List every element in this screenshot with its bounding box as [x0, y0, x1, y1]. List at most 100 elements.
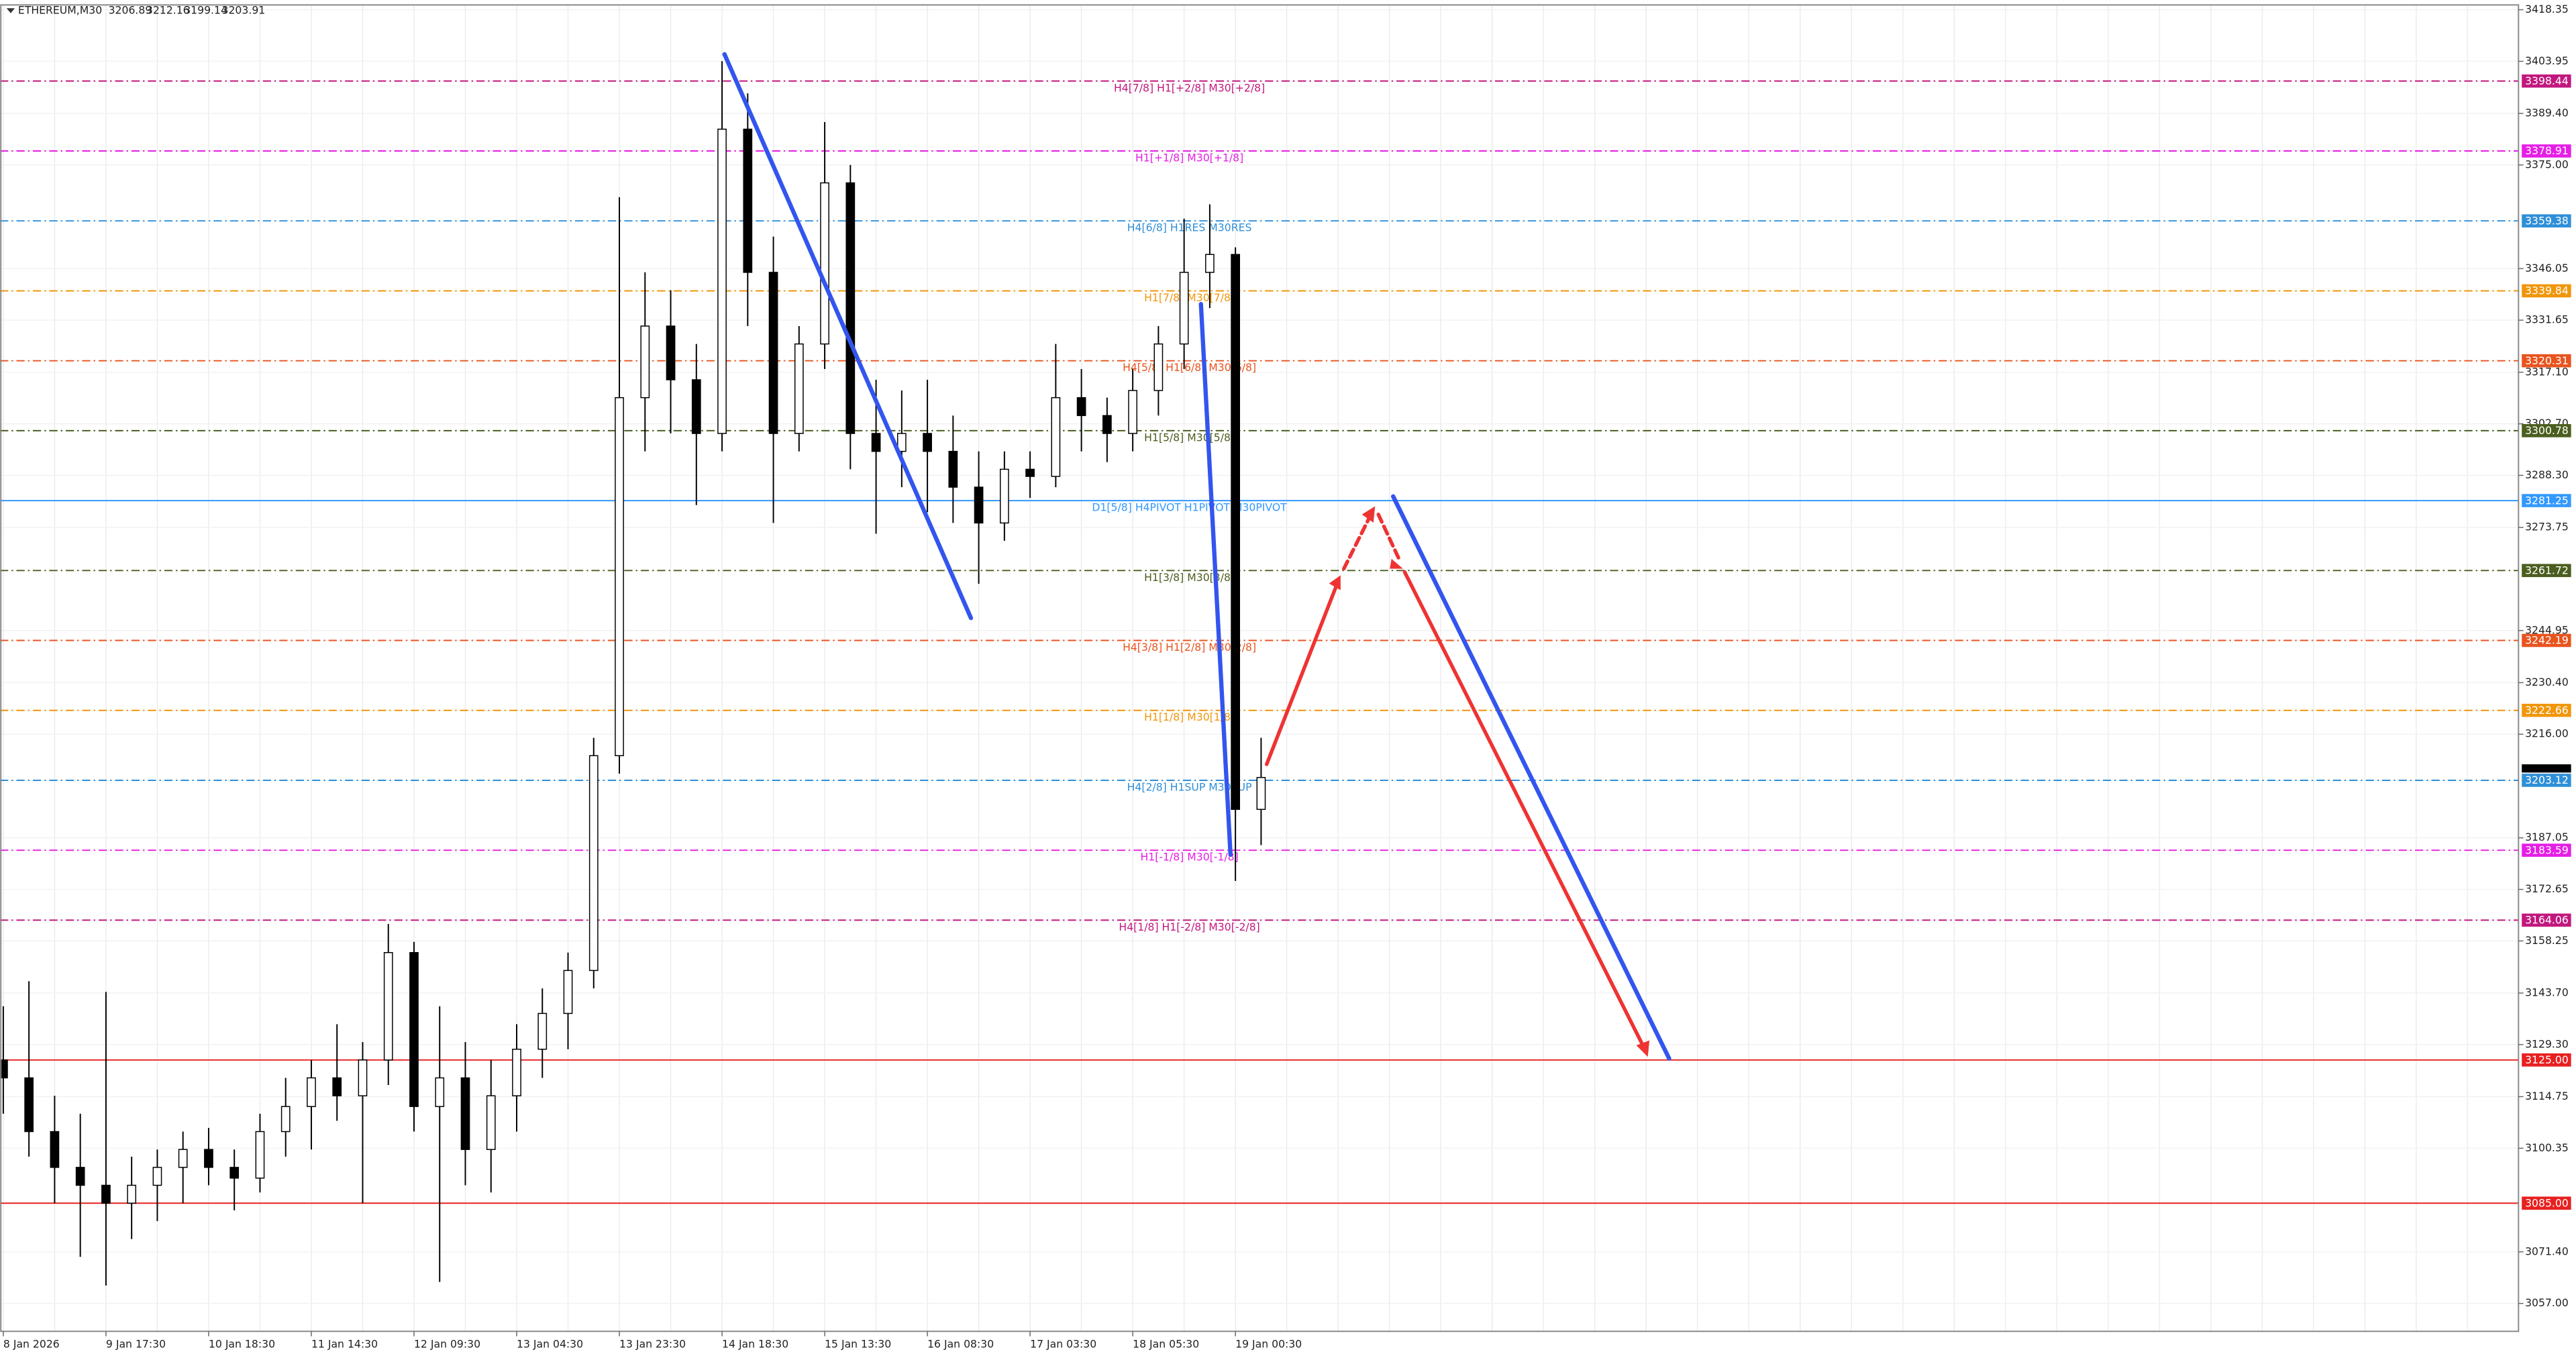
- level-label: D1[5/8] H4PIVOT H1PIVOT M30PIVOT: [1092, 501, 1287, 514]
- candle-body: [24, 1077, 34, 1133]
- price-tag: [2522, 703, 2571, 717]
- price-tag-label: 3281.25: [2525, 494, 2569, 507]
- axis: 8 Jan 2026 9 Jan 17:30 10 Jan 18:30 11 Jan …: [3, 3, 2571, 1350]
- y-tick-label: 3100.35: [2525, 1141, 2569, 1154]
- candle-body: [974, 486, 984, 524]
- level-label: H4[7/8] H1[+2/8] M30[+2/8]: [1114, 81, 1265, 94]
- ohlc-value: 3206.89: [109, 3, 152, 16]
- candle-body: [255, 1131, 265, 1179]
- menu-arrow: [6, 8, 15, 13]
- level-label: H4[3/8] H1[2/8] M30[2/8]: [1123, 641, 1256, 654]
- y-tick-label: 3389.40: [2525, 107, 2569, 119]
- x-tick-label: 16 Jan 08:30: [927, 1337, 994, 1350]
- candle-body: [1256, 777, 1266, 811]
- price-tag: [2522, 74, 2571, 88]
- y-tick-label: 3403.95: [2525, 54, 2569, 67]
- candle-body: [512, 1049, 521, 1096]
- candle-body: [435, 1077, 445, 1107]
- level-label: H4[2/8] H1SUP M30SUP: [1127, 780, 1252, 793]
- candle-body: [794, 343, 804, 434]
- y-tick-label: 3346.05: [2525, 262, 2569, 274]
- y-tick-label: 3114.75: [2525, 1090, 2569, 1102]
- price-tag-label: 3242.19: [2525, 634, 2569, 647]
- y-tick-label: 3273.75: [2525, 521, 2569, 533]
- y-tick-label: 3187.05: [2525, 831, 2569, 843]
- y-tick-label: 3244.95: [2525, 623, 2569, 636]
- candle-body: [204, 1149, 213, 1168]
- level-label: H1[3/8] M30[3/8]: [1144, 571, 1235, 584]
- candle-body: [75, 1167, 85, 1186]
- candle-body: [896, 433, 907, 452]
- candle-body: [691, 379, 701, 434]
- level-label: H1[5/8] M30[5/8]: [1144, 431, 1235, 444]
- y-tick-label: 3216.00: [2525, 727, 2569, 740]
- candle-body: [50, 1131, 60, 1168]
- candle-body: [486, 1095, 496, 1150]
- candle-body: [152, 1167, 162, 1186]
- ohlc-value: 3212.16: [146, 3, 190, 16]
- price-tag: [2522, 1053, 2571, 1067]
- price-tag-label: 3183.59: [2525, 843, 2569, 856]
- x-tick-label: 8 Jan 2026: [3, 1337, 60, 1350]
- price-tag-label: 3339.84: [2525, 284, 2569, 297]
- price-tag-label: 3085.00: [2525, 1196, 2569, 1209]
- price-tag: [2522, 633, 2571, 647]
- y-tick-label: 3418.35: [2525, 3, 2569, 15]
- candle-body: [383, 951, 393, 1061]
- trend-line: [1198, 302, 1233, 857]
- y-tick-label: 3331.65: [2525, 313, 2569, 326]
- y-tick-label: 3071.40: [2525, 1245, 2569, 1257]
- x-tick-label: 13 Jan 04:30: [517, 1337, 583, 1350]
- arrow-down-dashed: [1376, 513, 1402, 563]
- drawings: [722, 52, 1671, 1061]
- candle-body: [871, 433, 881, 452]
- y-tick-label: 3288.30: [2525, 468, 2569, 481]
- level-label: H1[-1/8] M30[-1/8]: [1140, 851, 1238, 864]
- y-tick-label: 3143.70: [2525, 986, 2569, 999]
- y-tick-label: 3317.10: [2525, 365, 2569, 378]
- candle-body: [1205, 254, 1215, 273]
- arrow-down: [1402, 570, 1647, 1051]
- price-tag: [2522, 774, 2571, 787]
- candle-body: [717, 128, 727, 434]
- price-tag-label: 3261.72: [2525, 564, 2569, 577]
- x-tick-label: 15 Jan 13:30: [825, 1337, 891, 1350]
- candle-body: [1231, 254, 1241, 811]
- candle-body: [999, 468, 1009, 524]
- price-tag-label: 3203.12: [2525, 774, 2569, 786]
- candle-body: [1179, 272, 1189, 345]
- level-label: H1[7/8] M30[7/8]: [1144, 291, 1235, 304]
- candle-body: [1128, 390, 1137, 434]
- x-tick-label: 9 Jan 17:30: [106, 1337, 166, 1350]
- plot-frame: [0, 4, 2520, 1333]
- level-label: H4[1/8] H1[-2/8] M30[-2/8]: [1119, 921, 1259, 933]
- price-tag-label: 3222.66: [2525, 704, 2569, 717]
- price-tag-label: 3320.31: [2525, 354, 2569, 367]
- y-tick-label: 3158.25: [2525, 934, 2569, 947]
- candle-body: [178, 1149, 188, 1168]
- x-tick-label: 10 Jan 18:30: [209, 1337, 275, 1350]
- price-tag: [2522, 354, 2571, 368]
- candle-body: [743, 128, 753, 273]
- trend-line: [722, 52, 974, 621]
- candle-body: [1102, 415, 1112, 434]
- candle-body: [409, 951, 419, 1107]
- candle-body: [1051, 397, 1061, 477]
- price-tag: [2522, 144, 2571, 158]
- price-tag-label: 3398.44: [2525, 74, 2569, 87]
- x-tick-label: 18 Jan 05:30: [1133, 1337, 1199, 1350]
- candle-body: [923, 433, 932, 452]
- ohlc-value: 3199.14: [184, 3, 227, 16]
- symbol: ETHEREUM,M30: [18, 3, 102, 16]
- price-tag: [2522, 424, 2571, 437]
- x-tick-label: 19 Jan 00:30: [1235, 1337, 1302, 1350]
- arrow-up: [1264, 581, 1339, 766]
- x-tick-label: 13 Jan 23:30: [619, 1337, 686, 1350]
- x-tick-label: 12 Jan 09:30: [414, 1337, 480, 1350]
- candle-body: [460, 1077, 470, 1150]
- y-tick-label: 3230.40: [2525, 676, 2569, 688]
- level-label: H1[+1/8] M30[+1/8]: [1135, 152, 1243, 164]
- candle-body: [588, 755, 599, 972]
- candle-body: [948, 450, 958, 488]
